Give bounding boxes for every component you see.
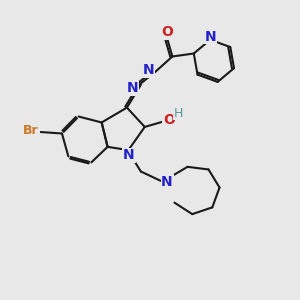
Text: O: O	[163, 113, 175, 128]
Text: N: N	[143, 63, 154, 77]
Text: O: O	[162, 25, 174, 39]
Text: H: H	[173, 107, 183, 120]
Text: N: N	[161, 175, 173, 189]
Text: Br: Br	[23, 124, 39, 137]
Text: N: N	[123, 148, 135, 163]
Text: N: N	[127, 81, 139, 95]
Text: N: N	[205, 30, 217, 44]
